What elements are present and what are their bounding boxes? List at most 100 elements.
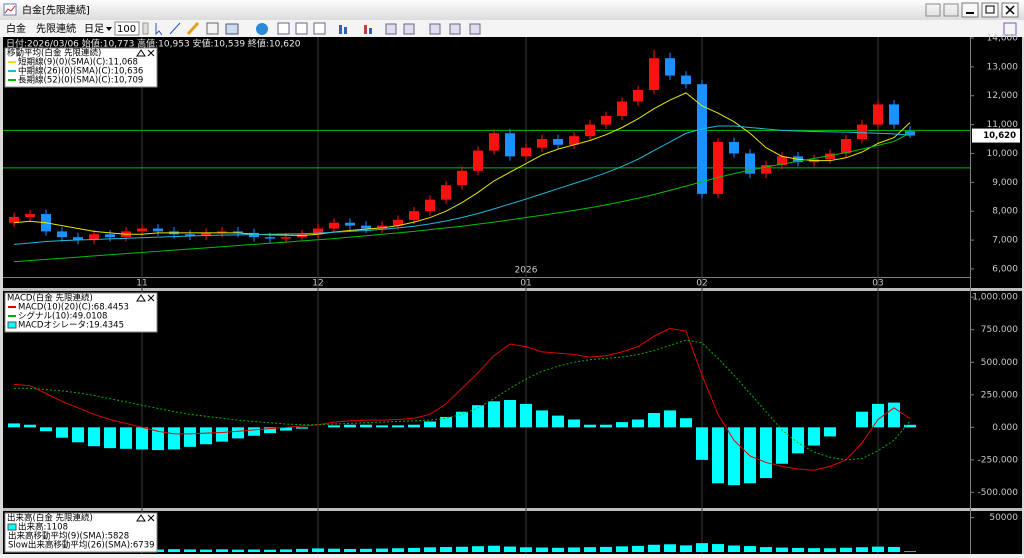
volume-bar	[248, 549, 260, 552]
legend-collapse[interactable]	[136, 294, 146, 302]
oscillator-bar	[728, 427, 740, 486]
last-price-box	[972, 128, 1020, 143]
oscillator-bar	[360, 424, 372, 428]
info-tool[interactable]	[256, 23, 268, 35]
volume-bar	[472, 546, 484, 552]
legend-close[interactable]	[147, 514, 155, 522]
line-tool[interactable]	[169, 22, 181, 35]
volume-bar	[728, 545, 740, 552]
candle-body	[73, 237, 83, 241]
chart-tool-1[interactable]	[339, 25, 342, 34]
count-input[interactable]	[114, 21, 140, 36]
legend-collapse[interactable]	[136, 514, 146, 522]
candle-body	[713, 141, 723, 194]
candle-body	[361, 225, 371, 229]
legend-entry: 出来高移動平均(9)(SMA):5828	[8, 531, 129, 542]
volume-bar	[264, 549, 276, 552]
oscillator-bar	[232, 427, 244, 439]
volume-bar	[840, 547, 852, 552]
candle-body	[825, 153, 835, 160]
volume-bar	[152, 549, 164, 552]
minimize-button[interactable]	[961, 2, 979, 18]
oscillator-bar	[680, 418, 692, 428]
chart-tool-4[interactable]	[403, 23, 415, 35]
toolbar-contract[interactable]: 先限連続	[36, 22, 76, 35]
volume-bar	[888, 546, 900, 552]
candle-body	[377, 225, 387, 229]
y-tick-label: -250.000	[978, 455, 1019, 465]
select-tool[interactable]	[206, 22, 219, 35]
oscillator-bar	[328, 425, 340, 428]
candle-body	[665, 58, 675, 76]
oscillator-bar	[504, 400, 516, 428]
toolbar-period[interactable]: 日足	[84, 23, 104, 35]
toolbar-symbol[interactable]: 白金	[6, 22, 26, 35]
candle-body	[553, 139, 563, 145]
volume-bar	[568, 547, 580, 552]
x-tick-label: 01	[520, 279, 531, 289]
candle-body	[233, 231, 243, 233]
oscillator-bar	[424, 421, 436, 428]
oscillator-bar	[664, 410, 676, 428]
legend-collapse[interactable]	[136, 49, 146, 57]
candle-body	[89, 234, 99, 241]
volume-bar	[824, 548, 836, 552]
candle-body	[265, 237, 275, 239]
chart-area	[3, 37, 1022, 554]
candle-body	[329, 222, 339, 229]
y-tick-label: 7,000	[992, 236, 1018, 246]
maximize-button[interactable]	[981, 2, 999, 18]
oscillator-bar	[488, 401, 500, 428]
legend-swatch	[7, 321, 17, 329]
volume-bar	[648, 544, 660, 552]
oscillator-bar	[24, 424, 36, 428]
oscillator-bar	[440, 416, 452, 428]
x-tick-label: 12	[312, 279, 323, 289]
legend-entry: 短期線(9)(0)(SMA)(C):11,068	[18, 57, 138, 68]
x-tick-label: 03	[872, 279, 883, 289]
pane-separator	[3, 508, 1022, 511]
chart-tool-6[interactable]	[449, 23, 461, 35]
volume-bar	[344, 548, 356, 552]
count-value[interactable]: 100	[117, 24, 136, 35]
candle-body	[649, 58, 659, 90]
settings-tool[interactable]	[1003, 22, 1017, 36]
chart-tool-2[interactable]	[364, 25, 367, 34]
candle-body	[521, 147, 531, 157]
chart-tool-5[interactable]	[429, 23, 441, 35]
volume-bar	[536, 547, 548, 552]
oscillator-bar	[8, 423, 20, 428]
oscillator-bar	[808, 427, 820, 446]
volume-bar	[392, 548, 404, 552]
candle-body	[425, 199, 435, 212]
legend-close[interactable]	[147, 49, 155, 57]
volume-bar	[376, 548, 388, 552]
grid-tool-3[interactable]	[313, 22, 326, 35]
candle-body	[729, 141, 739, 154]
oscillator-bar	[376, 425, 388, 428]
oscillator-bar	[696, 427, 708, 460]
volume-bar	[776, 547, 788, 552]
legend-close[interactable]	[147, 294, 155, 302]
chart-tool-7[interactable]	[469, 23, 481, 35]
candle-body	[345, 222, 355, 226]
period-dropdown-arrow[interactable]	[106, 27, 112, 31]
oscillator-bar	[536, 410, 548, 428]
link-button[interactable]	[943, 3, 959, 17]
candle-body	[409, 211, 419, 220]
grid-tool-1[interactable]	[277, 22, 290, 35]
oscillator-bar	[216, 427, 228, 442]
volume-bar	[664, 544, 676, 552]
candle-body	[585, 124, 595, 137]
pen-tool[interactable]	[186, 21, 200, 36]
toolbar	[0, 20, 1024, 37]
candle-body	[105, 234, 115, 238]
toolbar-spinner[interactable]	[142, 22, 149, 35]
zoom-tool[interactable]	[225, 23, 239, 35]
chart-tool-3[interactable]	[385, 23, 397, 35]
volume-bar	[184, 549, 196, 552]
oscillator-bar	[248, 427, 260, 436]
cursor-tool[interactable]	[155, 23, 163, 36]
grid-tool-2[interactable]	[295, 22, 308, 35]
pin-button[interactable]	[925, 3, 941, 17]
